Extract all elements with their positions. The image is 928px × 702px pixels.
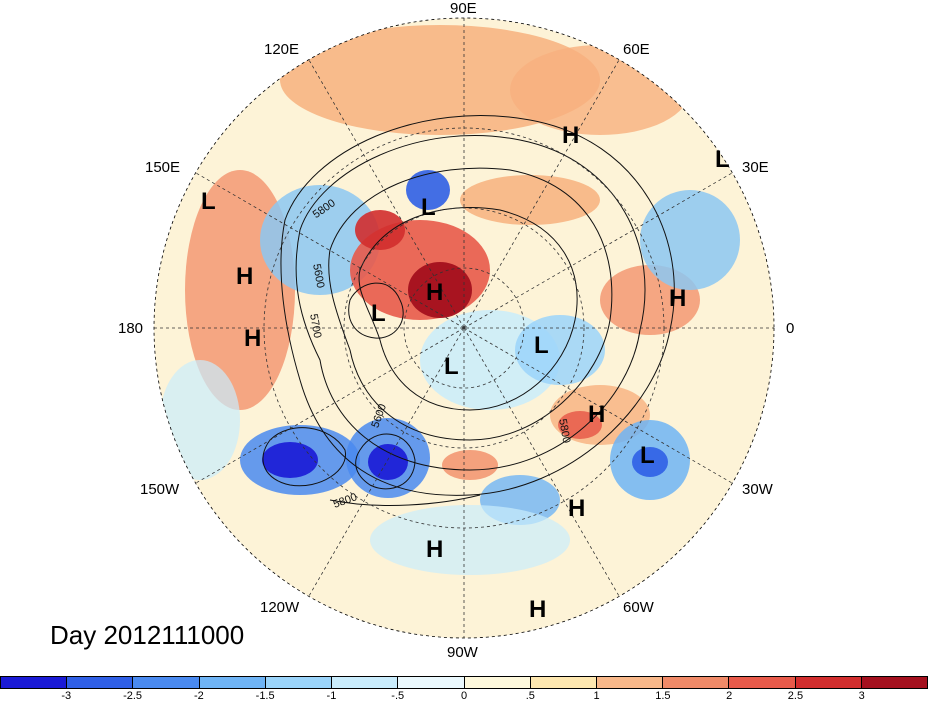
- lon-label-0: 0: [786, 320, 795, 337]
- colorbar-tick-label: -2.5: [123, 690, 143, 702]
- colorbar-tick-label: -2: [193, 690, 204, 702]
- lon-label-90w: 90W: [447, 644, 478, 661]
- colorbar-tick-label: -1: [326, 690, 337, 702]
- colorbar-tick-label: 1.5: [655, 690, 671, 702]
- colorbar-segment: [398, 677, 465, 688]
- colorbar-segment: [67, 677, 134, 688]
- low-pressure-label: L: [421, 194, 436, 221]
- lon-label-30e: 30E: [742, 159, 769, 176]
- high-pressure-label: H: [588, 401, 606, 428]
- date-label: Day 2012111000: [50, 620, 245, 650]
- lon-label-180: 180: [118, 320, 144, 337]
- high-pressure-label: H: [568, 495, 586, 522]
- lon-label-60w: 60W: [623, 599, 654, 616]
- colorbar-segment: [596, 677, 664, 688]
- colorbar-segment: [861, 677, 928, 688]
- high-pressure-label: H: [669, 285, 687, 312]
- high-pressure-label: H: [426, 536, 444, 563]
- lon-label-150w: 150W: [140, 481, 180, 498]
- colorbar-segment: [133, 677, 200, 688]
- colorbar-tick-label: -3: [61, 690, 72, 702]
- high-pressure-label: H: [244, 325, 262, 352]
- colorbar-tick-label: 1: [593, 690, 600, 702]
- colorbar-segment: [729, 677, 796, 688]
- lon-label-120e: 120E: [264, 41, 300, 58]
- colorbar-segment: [663, 677, 730, 688]
- lon-label-120w: 120W: [260, 599, 300, 616]
- colorbar-segment: [464, 677, 531, 688]
- lon-label-90e: 90E: [450, 0, 477, 17]
- colorbar-segment: [332, 677, 399, 688]
- high-pressure-label: H: [236, 263, 254, 290]
- high-pressure-label: H: [562, 122, 580, 149]
- colorbar-tick-label: -.5: [391, 690, 405, 702]
- colorbar-segment: [530, 677, 597, 688]
- colorbar-segment: [265, 677, 333, 688]
- colorbar-tick-label: 2.5: [787, 690, 804, 702]
- colorbar-tick-label: -1.5: [255, 690, 275, 702]
- lon-label-150e: 150E: [145, 159, 181, 176]
- lon-label-60e: 60E: [623, 41, 650, 58]
- colorbar-segment: [199, 677, 266, 688]
- lon-label-30w: 30W: [742, 481, 773, 498]
- colorbar-tick-label: 0: [460, 690, 468, 702]
- low-pressure-label: L: [201, 188, 216, 215]
- low-pressure-label: L: [444, 353, 459, 380]
- colorbar-segment: [1, 677, 68, 688]
- colorbar-tick-label: 3: [858, 690, 865, 702]
- colorbar: [0, 676, 928, 689]
- colorbar-tick-label: 2: [726, 690, 733, 702]
- high-pressure-label: H: [529, 596, 547, 623]
- low-pressure-label: L: [640, 442, 655, 469]
- low-pressure-label: L: [534, 332, 549, 359]
- low-pressure-label: L: [371, 300, 386, 327]
- colorbar-tick-label: .5: [525, 690, 535, 702]
- colorbar-segment: [795, 677, 862, 688]
- low-pressure-label: L: [715, 146, 730, 173]
- high-pressure-label: H: [426, 279, 444, 306]
